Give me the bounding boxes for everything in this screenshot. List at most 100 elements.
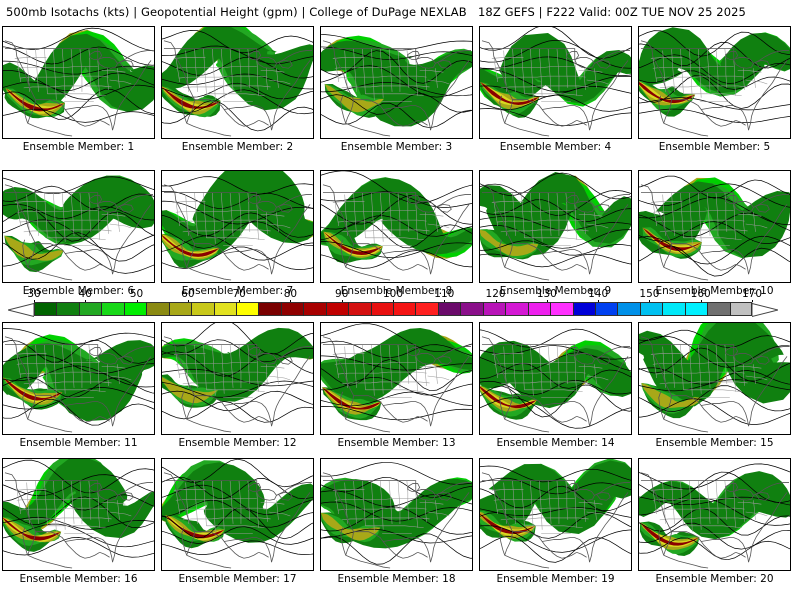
- forecast-panel-member-19[interactable]: [479, 458, 632, 571]
- colorbar-tick-140: 140: [588, 288, 609, 300]
- forecast-panel-member-7[interactable]: [161, 170, 314, 283]
- state-boundaries: [491, 192, 609, 246]
- state-border-15: [341, 381, 430, 385]
- state-border-6: [547, 480, 552, 524]
- state-border-2: [353, 48, 357, 92]
- coastline-layer: [163, 40, 313, 137]
- height-contour-4: [162, 380, 313, 398]
- coastline-10: [117, 194, 154, 208]
- state-border-8: [724, 344, 728, 384]
- state-border-14: [655, 219, 745, 223]
- coastline-0: [4, 472, 36, 556]
- forecast-panel-member-14[interactable]: [479, 322, 632, 435]
- height-contour-5: [480, 240, 631, 256]
- coastline-3: [224, 401, 272, 427]
- forecast-panel-member-16[interactable]: [2, 458, 155, 571]
- state-border-12: [491, 57, 524, 59]
- forecast-panel-member-17[interactable]: [161, 458, 314, 571]
- state-border-13: [16, 498, 98, 501]
- forecast-panel-member-20[interactable]: [638, 458, 791, 571]
- forecast-panel-member-9[interactable]: [479, 170, 632, 283]
- state-boundaries: [650, 48, 768, 102]
- coastline-6: [256, 353, 277, 365]
- coastline-12: [576, 551, 587, 558]
- coastline-6: [574, 57, 595, 69]
- forecast-panel-member-12[interactable]: [161, 322, 314, 435]
- state-border-7: [397, 480, 401, 524]
- coastline-3: [224, 249, 272, 275]
- state-border-11: [435, 68, 438, 88]
- forecast-panel-member-1[interactable]: [2, 26, 155, 139]
- forecast-panel-member-2[interactable]: [161, 26, 314, 139]
- map-canvas: [639, 175, 790, 281]
- coastline-1: [181, 391, 188, 420]
- map-canvas: [639, 323, 790, 433]
- coastline-0: [481, 184, 513, 268]
- state-border-8: [88, 48, 92, 88]
- coastline-11: [663, 418, 709, 433]
- state-border-5: [379, 48, 384, 98]
- coastline-4: [271, 226, 296, 275]
- forecast-panel-member-11[interactable]: [2, 322, 155, 435]
- colorbar-tick-70: 70: [232, 288, 246, 300]
- coastline-6: [415, 201, 436, 213]
- state-border-8: [88, 480, 92, 520]
- forecast-panel-member-5[interactable]: [638, 26, 791, 139]
- state-border-3: [44, 344, 48, 390]
- forecast-panel-member-6[interactable]: [2, 170, 155, 283]
- coastline-4: [112, 514, 137, 563]
- state-border-3: [44, 48, 48, 94]
- height-contour-5: [162, 526, 313, 545]
- coastline-7: [407, 483, 421, 492]
- state-border-5: [379, 480, 384, 530]
- forecast-panel-member-18[interactable]: [320, 458, 473, 571]
- colorbar-segment-90kt: [303, 302, 327, 316]
- isotach-branch-4: [5, 88, 65, 112]
- state-border-15: [23, 85, 112, 89]
- state-border-8: [406, 48, 410, 88]
- coastline-5: [135, 60, 152, 84]
- colorbar-segment-75kt: [235, 302, 259, 316]
- coastline-12: [258, 119, 269, 126]
- state-border-7: [556, 480, 560, 524]
- map-canvas: [162, 323, 313, 433]
- state-border-15: [341, 85, 430, 89]
- colorbar-segment-50kt: [123, 302, 147, 316]
- state-border-3: [680, 192, 684, 238]
- coastline-7: [407, 195, 421, 204]
- state-boundaries: [14, 48, 132, 102]
- state-border-18: [419, 365, 444, 369]
- forecast-panel-member-4[interactable]: [479, 26, 632, 139]
- colorbar-bin-divider: [191, 302, 193, 316]
- coastline-1: [499, 239, 506, 268]
- state-border-16: [683, 93, 742, 97]
- forecast-panel-member-8[interactable]: [320, 170, 473, 283]
- coastline-12: [417, 551, 428, 558]
- forecast-panel-member-15[interactable]: [638, 322, 791, 435]
- state-border-12: [332, 201, 365, 203]
- state-border-4: [53, 344, 57, 396]
- state-border-11: [594, 500, 597, 520]
- isotach-branch-2: [641, 383, 701, 408]
- state-border-8: [247, 192, 251, 232]
- forecast-panel-member-3[interactable]: [320, 26, 473, 139]
- state-border-7: [397, 344, 401, 388]
- coastline-3: [224, 537, 272, 563]
- state-border-13: [175, 498, 257, 501]
- coastline-6: [733, 57, 754, 69]
- coastline-10: [753, 346, 790, 360]
- state-border-16: [524, 93, 583, 97]
- coastline-4: [112, 378, 137, 427]
- state-border-19: [745, 511, 768, 517]
- forecast-panel-member-13[interactable]: [320, 322, 473, 435]
- isotach-fill-layer: [480, 171, 631, 260]
- forecast-panel-member-10[interactable]: [638, 170, 791, 283]
- state-border-11: [435, 212, 438, 232]
- coastline-11: [345, 554, 391, 569]
- state-boundaries: [173, 48, 291, 102]
- coastline-7: [89, 195, 103, 204]
- panel-label-member-15: Ensemble Member: 15: [655, 437, 774, 449]
- coastline-10: [117, 346, 154, 360]
- coastline-6: [256, 201, 277, 213]
- coastline-2: [353, 99, 418, 127]
